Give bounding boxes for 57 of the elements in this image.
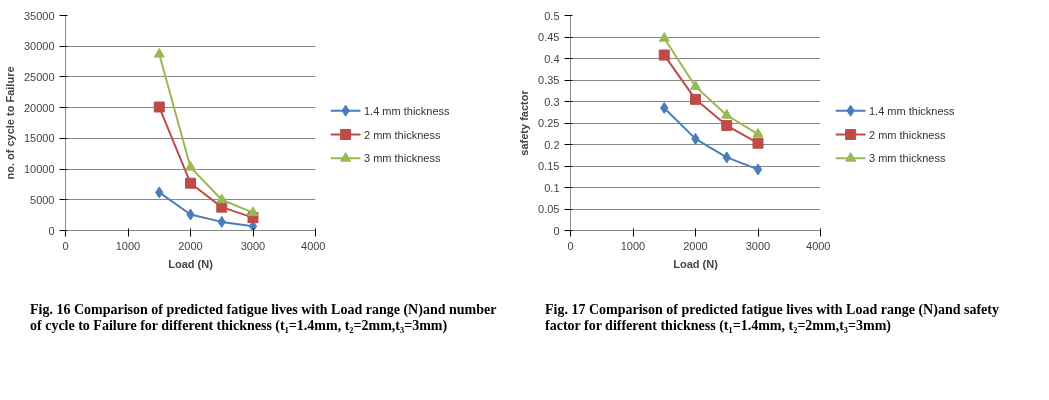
point xyxy=(752,127,764,138)
x-tick-label: 1000 xyxy=(620,239,646,252)
point xyxy=(216,201,228,213)
y-tick-label: 30000 xyxy=(23,40,55,53)
y-axis-title: safety factor xyxy=(518,89,531,156)
point xyxy=(752,137,764,149)
y-tick-label: 0 xyxy=(48,224,55,237)
caption: Fig. 16 Comparison of predicted fatigue lives with Load range (N)and number of cycle to Failure for different thickness (t₁=1.4mm, t₂=2mm,t₃=3mm) xyxy=(30,302,498,335)
x-tick-label: 4000 xyxy=(301,239,326,252)
legend-label: 1.4 mm thickness xyxy=(869,104,956,117)
point xyxy=(658,32,670,42)
x-tick-label: 2000 xyxy=(178,239,203,252)
y-tick-label: 0.25 xyxy=(538,117,560,129)
y-tick-label: 5000 xyxy=(30,193,55,206)
y-tick-label: 0.15 xyxy=(538,160,560,172)
y-tick-label: 0.1 xyxy=(544,181,560,194)
legend-label: 1.4 mm thickness xyxy=(364,104,451,117)
point xyxy=(690,80,701,90)
y-tick-label: 0.5 xyxy=(544,9,560,22)
point xyxy=(185,160,196,171)
point xyxy=(721,108,733,119)
point xyxy=(721,120,733,132)
x-tick-label: 2000 xyxy=(683,239,708,252)
point xyxy=(658,49,670,61)
x-tick-label: 3000 xyxy=(240,239,266,252)
y-tick-label: 15000 xyxy=(23,132,55,145)
y-tick-label: 0.4 xyxy=(544,52,560,65)
x-tick-label: 0 xyxy=(62,239,69,252)
y-tick-label: 35000 xyxy=(23,9,55,22)
x-axis-title: Load (N) xyxy=(673,257,719,270)
x-tick-label: 1000 xyxy=(115,239,141,252)
y-tick-label: 0.3 xyxy=(544,95,560,108)
y-tick-label: 0.35 xyxy=(538,74,560,86)
point xyxy=(690,93,701,105)
x-tick-label: 0 xyxy=(567,239,574,252)
y-tick-label: 25000 xyxy=(23,70,55,83)
point xyxy=(247,206,259,217)
point xyxy=(216,193,228,204)
y-tick-label: 10000 xyxy=(23,163,55,176)
legend-label: 2 mm thickness xyxy=(869,128,946,141)
y-tick-label: 0.45 xyxy=(538,31,560,43)
x-tick-label: 3000 xyxy=(745,239,771,252)
y-tick-label: 0.2 xyxy=(544,138,560,151)
legend-label: 3 mm thickness xyxy=(869,152,946,165)
legend-label: 3 mm thickness xyxy=(364,152,441,165)
y-tick-label: 20000 xyxy=(23,101,55,114)
y-tick-label: 0 xyxy=(553,224,560,237)
x-axis-title: Load (N) xyxy=(168,257,214,270)
point xyxy=(153,47,165,58)
y-tick-label: 0.05 xyxy=(538,203,560,215)
caption: Fig. 17 Comparison of predicted fatigue lives with Load range (N)and safety factor for different thickness (t₁=1.4mm, t₂=2mm,t₃=3mm) xyxy=(545,302,1000,335)
point xyxy=(185,177,196,189)
legend-label: 2 mm thickness xyxy=(364,128,441,141)
y-axis-title: no. of cycle to Failure xyxy=(3,66,16,180)
x-tick-label: 4000 xyxy=(806,239,831,252)
point xyxy=(153,101,165,113)
point xyxy=(753,163,763,176)
